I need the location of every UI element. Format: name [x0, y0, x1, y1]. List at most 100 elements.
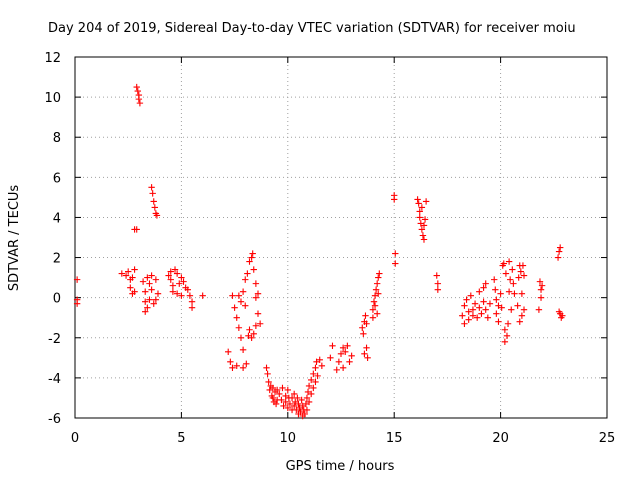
data-point [316, 356, 323, 364]
data-point [348, 352, 355, 360]
data-point [144, 274, 151, 281]
data-point [150, 198, 157, 205]
data-point [371, 302, 379, 309]
data-point [493, 296, 500, 303]
data-point [131, 266, 138, 273]
data-point [142, 298, 149, 305]
y-tick-label: -2 [48, 332, 61, 347]
data-point [144, 304, 151, 311]
data-point [188, 304, 196, 311]
data-point [279, 384, 286, 392]
data-point [373, 310, 381, 317]
data-point [476, 288, 483, 295]
data-point [290, 390, 298, 398]
data-point [364, 354, 371, 362]
data-point [476, 304, 483, 311]
data-point [239, 288, 247, 295]
data-point [339, 364, 347, 372]
data-point [178, 274, 185, 281]
data-point [252, 322, 260, 329]
data-point [148, 286, 155, 293]
data-point [327, 354, 334, 362]
data-point [520, 306, 528, 313]
data-point [248, 254, 255, 261]
data-point [369, 306, 377, 313]
y-tick-label: -6 [48, 412, 61, 427]
data-point [151, 204, 158, 211]
data-point [73, 276, 81, 283]
data-point [422, 198, 430, 205]
data-point [415, 200, 422, 207]
data-point [146, 280, 153, 287]
data-point [346, 358, 353, 366]
data-point [434, 286, 442, 293]
data-point [482, 306, 489, 313]
data-point [478, 310, 485, 317]
y-tick-label: 4 [53, 211, 61, 226]
data-point [248, 334, 255, 341]
data-point [501, 338, 509, 345]
data-point [480, 298, 487, 305]
data-point [180, 278, 187, 285]
data-point [135, 95, 143, 103]
data-point [305, 382, 313, 390]
data-point [150, 300, 157, 307]
data-point [361, 350, 368, 358]
x-tick-label: 15 [386, 431, 403, 446]
data-point [242, 276, 249, 283]
chart-title: Day 204 of 2019, Sidereal Day-to-day VTE… [48, 21, 576, 36]
data-point [359, 324, 366, 331]
data-point [169, 282, 177, 289]
data-point [503, 332, 511, 339]
data-point [298, 396, 305, 404]
data-point [556, 244, 564, 251]
data-point [167, 268, 174, 275]
data-point [244, 270, 251, 277]
data-point [118, 270, 126, 277]
data-point [243, 360, 250, 368]
data-point [516, 318, 523, 325]
data-point [134, 87, 141, 95]
data-point [418, 226, 426, 233]
plot-frame [74, 56, 608, 419]
data-point [329, 342, 336, 349]
data-point [375, 274, 382, 281]
data-point [459, 312, 466, 319]
data-point [303, 394, 311, 402]
data-point [250, 266, 257, 273]
data-point [363, 320, 370, 327]
data-point [537, 286, 545, 293]
data-point [246, 258, 253, 265]
data-point [419, 232, 427, 239]
data-point [486, 300, 494, 307]
data-point [173, 270, 181, 277]
data-point [480, 284, 487, 291]
data-point [256, 320, 264, 327]
data-point [254, 290, 262, 297]
data-point [252, 280, 260, 287]
data-point [509, 266, 516, 273]
y-tick-label: 0 [53, 292, 61, 307]
data-point [269, 384, 277, 392]
data-point [165, 272, 172, 279]
data-point [276, 390, 283, 398]
data-point [272, 400, 280, 408]
data-point [538, 282, 546, 289]
data-point [465, 316, 472, 323]
data-point [133, 83, 140, 91]
x-tick-label: 20 [492, 431, 509, 446]
data-point [420, 222, 428, 229]
data-point [122, 272, 130, 279]
data-point [139, 278, 147, 285]
data-point [284, 386, 291, 394]
data-point [491, 276, 498, 283]
data-point [286, 400, 294, 408]
axis-ticks: 0 5 10 15 20 25 -6 -4 -2 0 2 4 6 8 10 12 [44, 51, 615, 446]
data-point [414, 196, 421, 203]
y-tick-label: 10 [44, 91, 61, 106]
data-point [239, 364, 247, 372]
data-point [237, 298, 245, 305]
data-point [514, 302, 521, 309]
data-point [229, 364, 236, 372]
